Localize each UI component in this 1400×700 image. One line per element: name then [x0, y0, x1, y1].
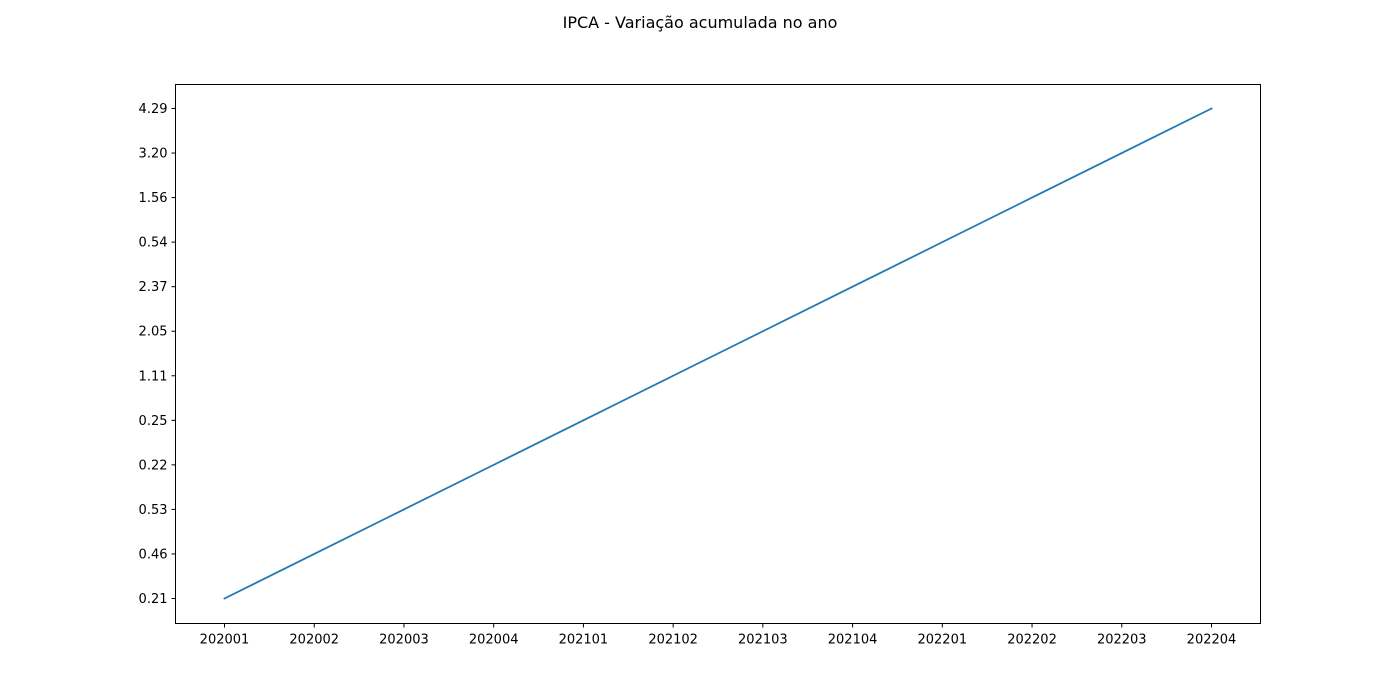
y-tick-label: 4.29 [139, 102, 168, 117]
data-point [1210, 107, 1213, 110]
x-tick-label: 202103 [738, 633, 788, 648]
x-tick-label: 202201 [917, 633, 967, 648]
data-point [403, 508, 405, 511]
y-tick-label: 0.22 [139, 458, 168, 473]
x-tick-label: 202204 [1187, 633, 1237, 648]
data-point [492, 463, 495, 466]
y-axis: 0.21 0.46 0.53 0.22 0.25 1.11 2.05 2.37 0.54 1.56… [139, 102, 176, 607]
data-point [313, 553, 316, 555]
series-layer [223, 107, 1213, 600]
y-tick-label: 0.46 [139, 547, 168, 562]
x-tick-label: 202202 [1007, 633, 1057, 648]
y-tick-label: 1.56 [139, 191, 168, 206]
y-tick-label: 0.53 [139, 503, 168, 518]
chart-title: IPCA - Variação acumulada no ano [563, 13, 838, 32]
x-tick-label: 202002 [289, 633, 339, 648]
y-tick-label: 2.37 [139, 280, 168, 295]
y-tick-label: 0.21 [139, 592, 168, 607]
x-axis: 202001 202002 202003 202004 202101 202102 2021… [200, 623, 1237, 648]
x-tick-label: 202102 [648, 633, 698, 648]
data-point [582, 419, 585, 422]
y-tick-label: 2.05 [139, 325, 168, 340]
series-line-0 [223, 107, 1213, 600]
data-point [1031, 196, 1033, 199]
y-tick-label: 0.54 [139, 236, 168, 251]
x-tick-label: 202203 [1097, 633, 1147, 648]
x-tick-label: 202101 [559, 633, 609, 648]
data-point [1120, 152, 1123, 154]
data-point [761, 330, 764, 333]
x-tick-label: 202004 [469, 633, 519, 648]
y-tick-label: 0.25 [139, 414, 168, 429]
y-tick-label: 3.20 [139, 147, 168, 162]
x-tick-label: 202001 [200, 633, 250, 648]
data-point [223, 597, 226, 600]
data-point [672, 374, 675, 377]
plot-frame [175, 84, 1261, 624]
x-tick-label: 202003 [379, 633, 429, 648]
x-tick-label: 202104 [828, 633, 878, 648]
data-point [941, 241, 944, 244]
data-point [851, 285, 854, 288]
y-tick-label: 1.11 [139, 369, 168, 384]
